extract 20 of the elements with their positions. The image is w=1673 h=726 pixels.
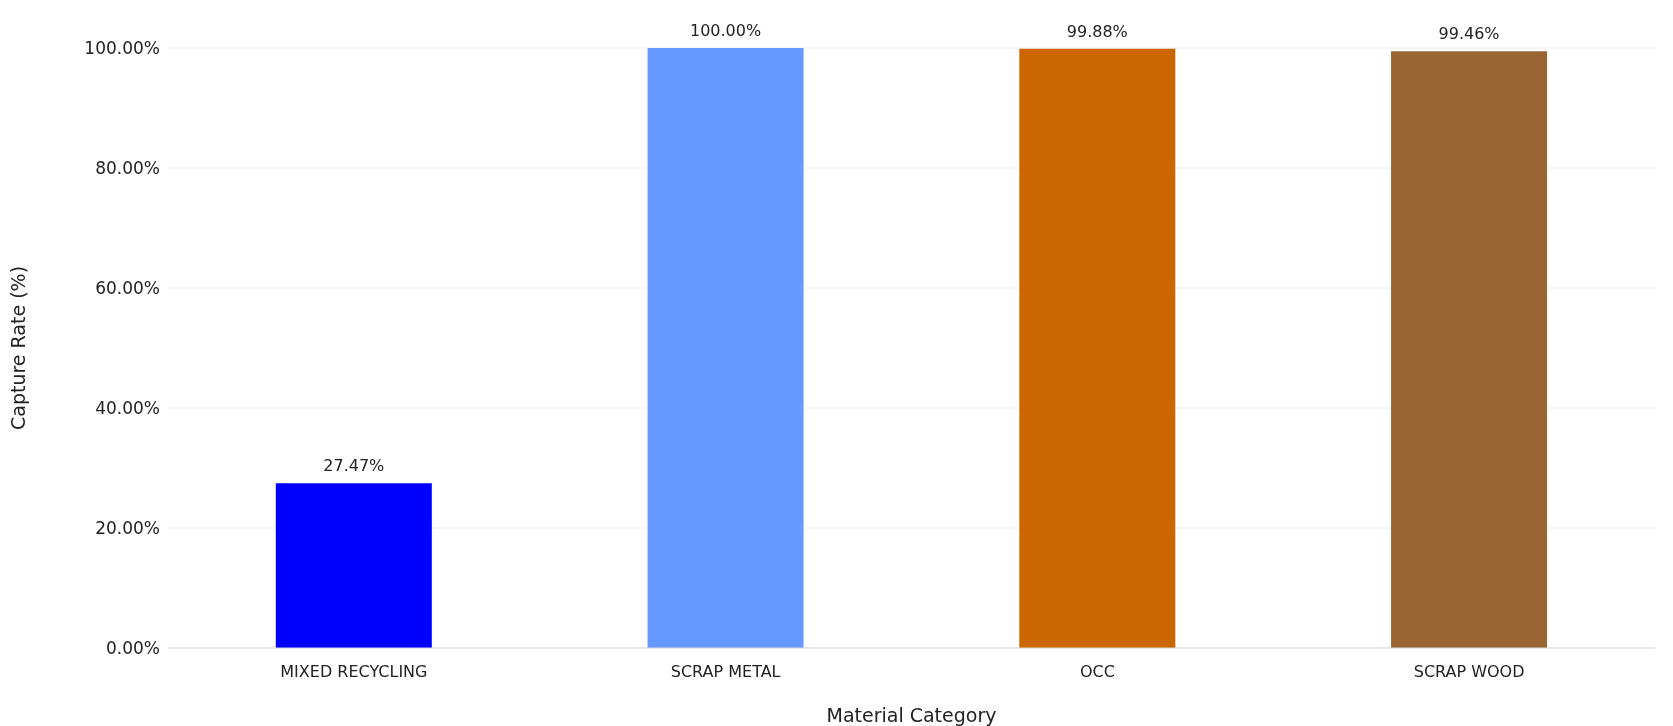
bar [275,483,432,648]
y-tick-label: 80.00% [95,158,160,179]
x-tick-label: SCRAP METAL [670,662,781,682]
bar [1391,51,1548,648]
x-axis-title: Material Category [826,704,997,726]
y-tick-label: 20.00% [95,518,160,539]
data-label: 99.46% [1438,24,1500,44]
y-tick-label: 0.00% [105,638,160,659]
bar [647,48,804,648]
y-tick-label: 60.00% [95,278,160,299]
data-label: 100.00% [689,21,762,40]
y-axis-title: Capture Rate (%) [6,265,29,431]
x-tick-label: MIXED RECYCLING [280,662,428,682]
y-tick-label: 100.00% [84,38,160,59]
data-label: 99.88% [1066,21,1128,41]
y-tick-label: 40.00% [95,398,160,419]
data-label: 27.47% [323,456,385,476]
bar [1019,48,1176,648]
x-tick-label: SCRAP WOOD [1413,662,1525,682]
x-tick-label: OCC [1079,662,1115,682]
